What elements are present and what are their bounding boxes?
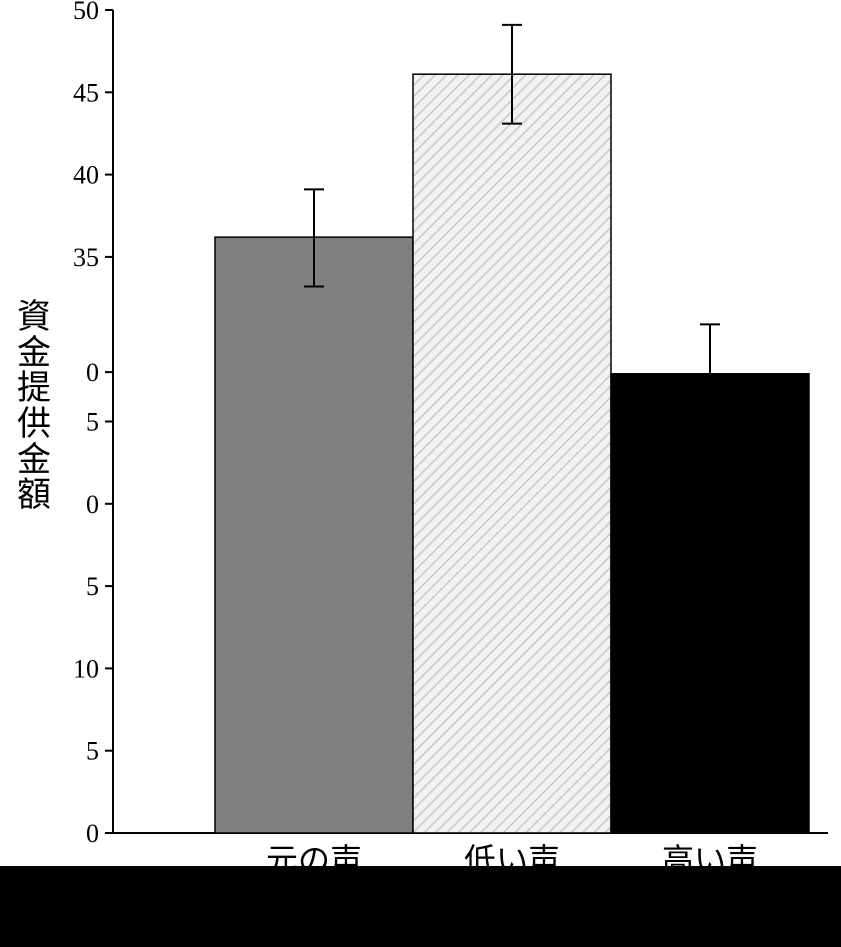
y-axis-title-char: 提	[14, 371, 54, 407]
bars	[215, 74, 809, 833]
y-axis-title-char: 金	[14, 336, 54, 372]
y-axis-title-char: 額	[14, 478, 54, 514]
y-axis-title-char: 資	[14, 300, 54, 336]
y-tick-label: 0	[86, 358, 99, 387]
y-tick-label: 5	[86, 572, 99, 601]
y-tick-label: 10	[73, 654, 99, 683]
bar-chart: 資 金 提 供 金 額 0510505035404550 元の声低い声高い声	[0, 0, 841, 947]
y-ticks: 0510505035404550	[73, 0, 113, 848]
footer-rect	[0, 866, 841, 947]
y-axis-title-char: 金	[14, 443, 54, 479]
bar	[215, 237, 413, 833]
y-tick-label: 0	[86, 490, 99, 519]
y-tick-label: 50	[73, 0, 99, 25]
bar	[413, 74, 611, 833]
y-tick-label: 0	[86, 819, 99, 848]
y-tick-label: 5	[86, 408, 99, 437]
y-tick-label: 45	[73, 78, 99, 107]
y-axis-title-char: 供	[14, 407, 54, 443]
y-axis-title: 資 金 提 供 金 額	[14, 300, 54, 514]
bar	[611, 374, 809, 833]
footer-band	[0, 866, 841, 947]
chart-svg: 0510505035404550 元の声低い声高い声	[0, 0, 841, 947]
y-tick-label: 5	[86, 737, 99, 766]
y-tick-label: 40	[73, 161, 99, 190]
y-tick-label: 35	[73, 243, 99, 272]
